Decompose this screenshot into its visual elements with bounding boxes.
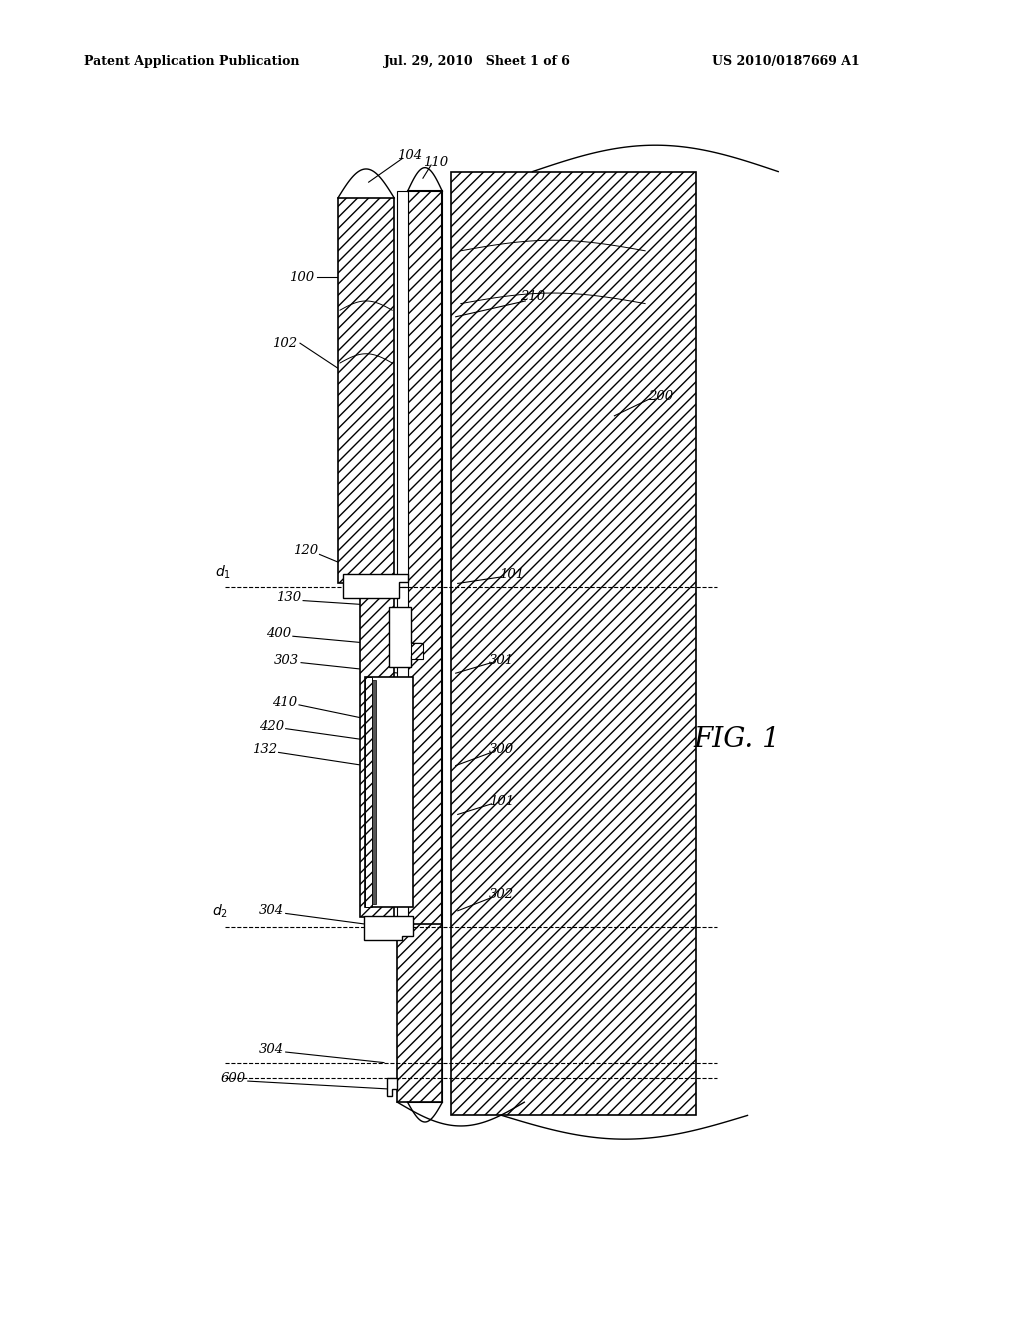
Text: 132: 132	[252, 743, 276, 756]
Text: 110: 110	[423, 156, 447, 169]
Text: 302: 302	[489, 888, 514, 902]
Text: 102: 102	[272, 337, 297, 350]
Polygon shape	[365, 677, 413, 907]
Text: 600: 600	[221, 1072, 246, 1085]
Text: 100: 100	[290, 271, 314, 284]
Text: Patent Application Publication: Patent Application Publication	[84, 55, 299, 69]
Text: 210: 210	[520, 290, 545, 304]
Text: $d_1$: $d_1$	[215, 564, 231, 581]
Polygon shape	[387, 1078, 397, 1096]
Bar	[365, 677, 372, 907]
Bar	[397, 924, 442, 1102]
Text: 120: 120	[293, 544, 317, 557]
Text: 300: 300	[489, 743, 514, 756]
Text: US 2010/0187669 A1: US 2010/0187669 A1	[712, 55, 859, 69]
Polygon shape	[389, 607, 421, 667]
Bar	[338, 198, 394, 583]
Polygon shape	[364, 916, 413, 940]
Bar	[408, 191, 442, 1102]
Text: 304: 304	[259, 1043, 284, 1056]
Bar	[372, 680, 376, 904]
Text: 101: 101	[500, 568, 524, 581]
Bar	[360, 583, 394, 917]
Text: 303: 303	[274, 653, 299, 667]
Text: FIG. 1: FIG. 1	[694, 726, 780, 752]
Bar	[397, 191, 408, 587]
Text: Jul. 29, 2010   Sheet 1 of 6: Jul. 29, 2010 Sheet 1 of 6	[384, 55, 570, 69]
Text: 200: 200	[648, 389, 673, 403]
Text: 410: 410	[272, 696, 297, 709]
Text: 420: 420	[259, 719, 284, 733]
Text: $d_2$: $d_2$	[212, 903, 228, 920]
Text: 400: 400	[266, 627, 291, 640]
Text: 101: 101	[489, 795, 514, 808]
Bar	[397, 587, 408, 937]
Bar	[411, 643, 423, 659]
Text: 301: 301	[489, 653, 514, 667]
Text: 130: 130	[276, 591, 301, 605]
Text: 104: 104	[397, 149, 422, 162]
Polygon shape	[343, 574, 408, 598]
Text: 304: 304	[259, 904, 284, 917]
Bar	[451, 172, 696, 1115]
